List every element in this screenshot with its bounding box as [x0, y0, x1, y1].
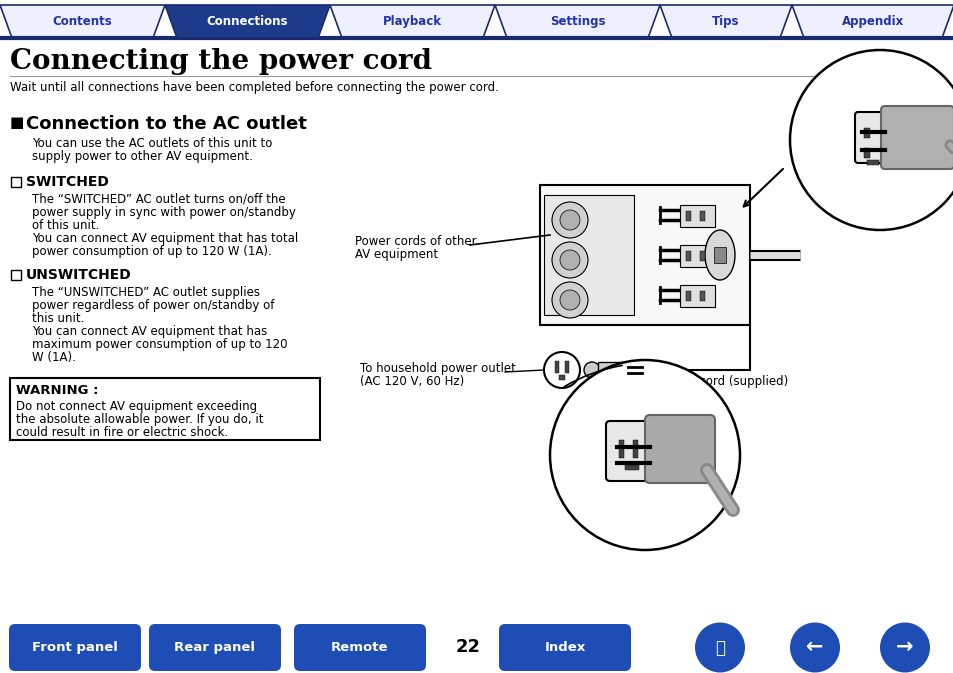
- Text: The “SWITCHED” AC outlet turns on/off the: The “SWITCHED” AC outlet turns on/off th…: [32, 193, 285, 206]
- FancyBboxPatch shape: [863, 128, 869, 138]
- Text: Do not connect AV equipment exceeding: Do not connect AV equipment exceeding: [16, 400, 257, 413]
- Circle shape: [789, 623, 840, 672]
- Text: (AC 120 V, 60 Hz): (AC 120 V, 60 Hz): [359, 375, 464, 388]
- Text: Tips: Tips: [712, 15, 739, 28]
- FancyBboxPatch shape: [618, 440, 623, 458]
- Polygon shape: [165, 5, 330, 38]
- Polygon shape: [495, 5, 659, 38]
- Text: Power cord (supplied): Power cord (supplied): [659, 375, 787, 388]
- Text: power regardless of power on/standby of: power regardless of power on/standby of: [32, 299, 274, 312]
- FancyBboxPatch shape: [713, 247, 725, 263]
- Circle shape: [552, 202, 587, 238]
- Circle shape: [543, 352, 579, 388]
- FancyBboxPatch shape: [644, 415, 714, 483]
- Text: ←: ←: [805, 637, 822, 658]
- Text: W (1A).: W (1A).: [32, 351, 76, 364]
- Polygon shape: [659, 5, 791, 38]
- FancyBboxPatch shape: [624, 465, 639, 470]
- FancyBboxPatch shape: [685, 211, 690, 221]
- Text: of this unit.: of this unit.: [32, 219, 99, 232]
- Text: Wait until all connections have been completed before connecting the power cord.: Wait until all connections have been com…: [10, 81, 498, 94]
- FancyBboxPatch shape: [543, 195, 634, 315]
- FancyBboxPatch shape: [9, 624, 141, 671]
- FancyBboxPatch shape: [294, 624, 426, 671]
- FancyBboxPatch shape: [498, 624, 630, 671]
- Circle shape: [559, 210, 579, 230]
- Text: SWITCHED: SWITCHED: [26, 175, 109, 189]
- Circle shape: [552, 242, 587, 278]
- Text: Connecting the power cord: Connecting the power cord: [10, 48, 432, 75]
- Text: ■: ■: [10, 115, 25, 130]
- FancyBboxPatch shape: [863, 148, 869, 158]
- Text: could result in fire or electric shock.: could result in fire or electric shock.: [16, 426, 228, 439]
- Text: Playback: Playback: [382, 15, 441, 28]
- Text: 22: 22: [455, 639, 480, 656]
- Text: the absolute allowable power. If you do, it: the absolute allowable power. If you do,…: [16, 413, 263, 426]
- Text: You can use the AC outlets of this unit to: You can use the AC outlets of this unit …: [32, 137, 273, 150]
- FancyBboxPatch shape: [700, 251, 704, 261]
- Text: Settings: Settings: [549, 15, 604, 28]
- Text: power supply in sync with power on/standby: power supply in sync with power on/stand…: [32, 206, 295, 219]
- Text: maximum power consumption of up to 120: maximum power consumption of up to 120: [32, 338, 287, 351]
- FancyBboxPatch shape: [679, 285, 714, 307]
- FancyBboxPatch shape: [564, 361, 568, 373]
- Text: UNSWITCHED: UNSWITCHED: [26, 268, 132, 282]
- Text: →: →: [895, 637, 913, 658]
- FancyBboxPatch shape: [558, 375, 564, 380]
- FancyBboxPatch shape: [10, 378, 319, 440]
- FancyBboxPatch shape: [866, 160, 878, 165]
- Circle shape: [550, 360, 740, 550]
- FancyBboxPatch shape: [555, 361, 558, 373]
- FancyBboxPatch shape: [605, 421, 651, 481]
- FancyBboxPatch shape: [11, 177, 21, 187]
- FancyBboxPatch shape: [700, 291, 704, 301]
- FancyBboxPatch shape: [598, 362, 627, 378]
- FancyBboxPatch shape: [700, 211, 704, 221]
- Text: Power cords of other: Power cords of other: [355, 235, 476, 248]
- FancyBboxPatch shape: [854, 112, 888, 163]
- Text: You can connect AV equipment that has: You can connect AV equipment that has: [32, 325, 267, 338]
- Text: Remote: Remote: [331, 641, 388, 654]
- FancyBboxPatch shape: [149, 624, 281, 671]
- Polygon shape: [330, 5, 495, 38]
- Text: Contents: Contents: [52, 15, 112, 28]
- FancyBboxPatch shape: [685, 291, 690, 301]
- Text: Index: Index: [544, 641, 585, 654]
- FancyBboxPatch shape: [633, 440, 638, 458]
- Text: WARNING :: WARNING :: [16, 384, 98, 397]
- Text: Rear panel: Rear panel: [174, 641, 255, 654]
- Text: The “UNSWITCHED” AC outlet supplies: The “UNSWITCHED” AC outlet supplies: [32, 286, 260, 299]
- FancyBboxPatch shape: [11, 270, 21, 280]
- FancyBboxPatch shape: [679, 205, 714, 227]
- FancyBboxPatch shape: [880, 106, 953, 169]
- Text: Appendix: Appendix: [841, 15, 903, 28]
- Text: Connections: Connections: [207, 15, 288, 28]
- Circle shape: [789, 50, 953, 230]
- Text: 🏠: 🏠: [714, 639, 724, 656]
- Ellipse shape: [704, 230, 734, 280]
- Text: Connection to the AC outlet: Connection to the AC outlet: [26, 115, 307, 133]
- Circle shape: [552, 282, 587, 318]
- Circle shape: [559, 290, 579, 310]
- Text: AV equipment: AV equipment: [355, 248, 437, 261]
- Polygon shape: [0, 5, 165, 38]
- Text: supply power to other AV equipment.: supply power to other AV equipment.: [32, 150, 253, 163]
- Text: power consumption of up to 120 W (1A).: power consumption of up to 120 W (1A).: [32, 245, 272, 258]
- Circle shape: [559, 250, 579, 270]
- Text: You can connect AV equipment that has total: You can connect AV equipment that has to…: [32, 232, 298, 245]
- FancyBboxPatch shape: [539, 185, 749, 325]
- Circle shape: [583, 362, 599, 378]
- Circle shape: [695, 623, 744, 672]
- Text: To household power outlet: To household power outlet: [359, 362, 516, 375]
- Text: Front panel: Front panel: [32, 641, 118, 654]
- FancyBboxPatch shape: [685, 251, 690, 261]
- FancyBboxPatch shape: [679, 245, 714, 267]
- Circle shape: [879, 623, 929, 672]
- Text: this unit.: this unit.: [32, 312, 84, 325]
- Polygon shape: [791, 5, 953, 38]
